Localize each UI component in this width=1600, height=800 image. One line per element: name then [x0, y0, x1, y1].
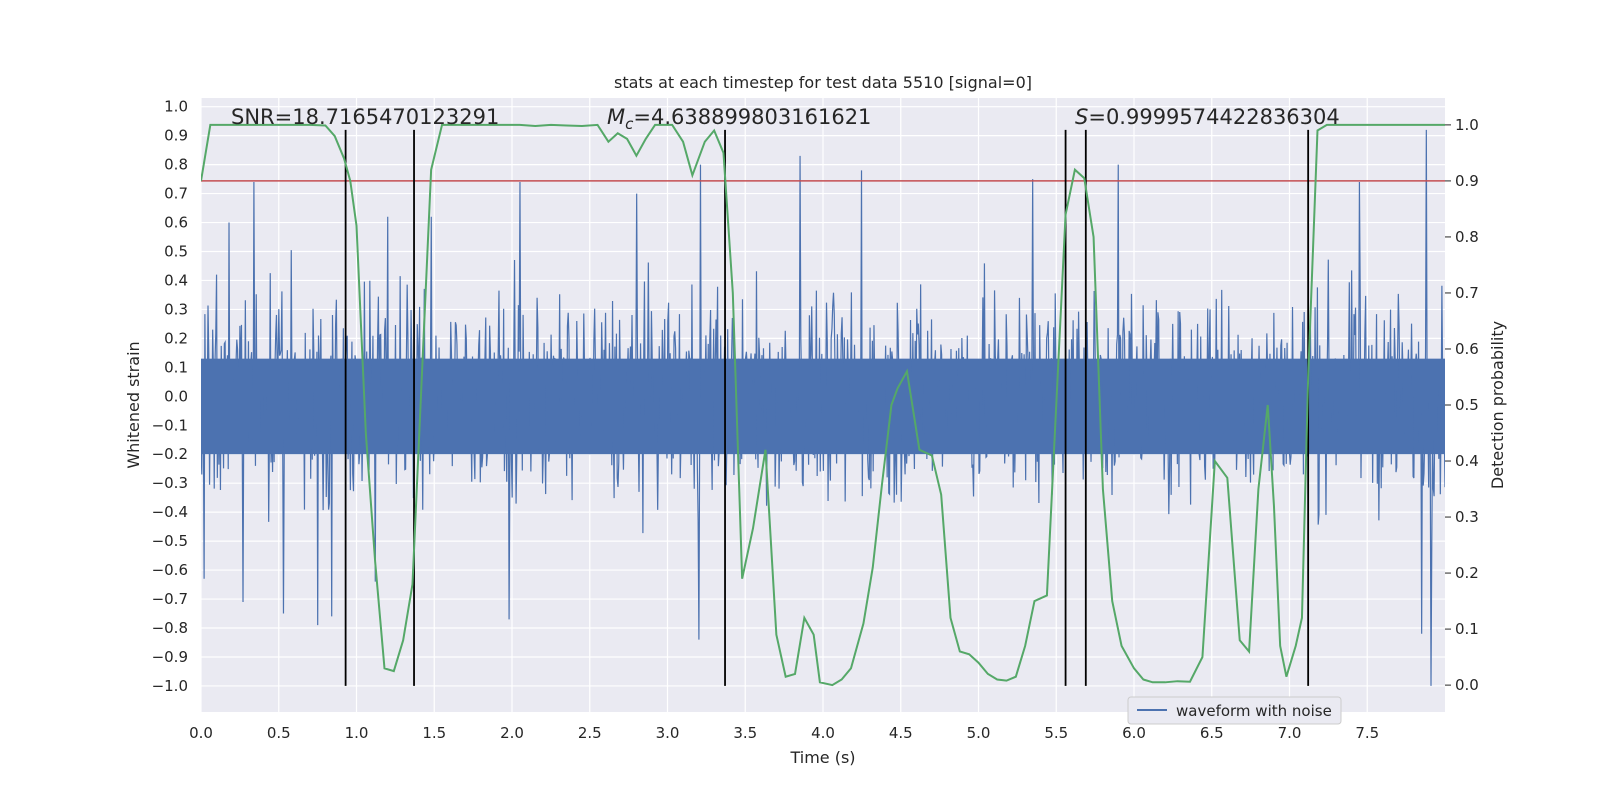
y2-tick-label: 0.4	[1455, 452, 1479, 470]
y-tick-label: −0.4	[152, 503, 188, 521]
probability-series	[201, 123, 1445, 687]
y-tick-label: 0.3	[164, 300, 188, 318]
y-tick-label: 0.1	[164, 358, 188, 376]
x-tick-label: 0.5	[267, 724, 291, 742]
x-tick-label: 0.0	[189, 724, 213, 742]
waveform-series	[201, 129, 1445, 686]
x-tick-label: 6.5	[1200, 724, 1224, 742]
y2-tick-label: 0.3	[1455, 508, 1479, 526]
chirp-mass-annotation: Mc=4.638899803161621	[607, 105, 871, 133]
y-tick-label: 0.4	[164, 271, 188, 289]
y-tick-label: 1.0	[164, 98, 188, 116]
probability-line	[201, 123, 1445, 687]
y-tick-label: −0.1	[152, 416, 188, 434]
chirp-mass-symbol: M	[607, 105, 625, 129]
chirp-mass-value: =4.638899803161621	[633, 105, 871, 129]
y-tick-label: 0.8	[164, 156, 188, 174]
y-tick-label: 0.6	[164, 214, 188, 232]
x-tick-label: 1.5	[422, 724, 446, 742]
y-tick-label: −0.9	[152, 648, 188, 666]
y2-tick-label: 0.8	[1455, 228, 1479, 246]
y2-tick-label: 1.0	[1455, 116, 1479, 134]
score-annotation: S=0.9999574422836304	[1075, 105, 1340, 129]
snr-annotation: SNR=18.7165470123291	[231, 105, 499, 129]
chart-title: stats at each timestep for test data 551…	[614, 73, 1032, 92]
x-tick-label: 4.0	[811, 724, 835, 742]
y-tick-label: 0.2	[164, 329, 188, 347]
x-tick-label: 2.5	[578, 724, 602, 742]
y-tick-label: 0.7	[164, 185, 188, 203]
y2-tick-label: 0.5	[1455, 396, 1479, 414]
y-axis-ticks: 1.0 0.9 0.8 0.7 0.6 0.5 0.4 0.3 0.2 0.1 0.0 −0.1 −0.…	[152, 98, 188, 695]
y-axis-label: Whitened strain	[124, 341, 143, 468]
y2-tick-label: 0.9	[1455, 172, 1479, 190]
y-tick-label: 0.5	[164, 243, 188, 261]
y-tick-label: −0.3	[152, 474, 188, 492]
y2-tick-label: 0.2	[1455, 564, 1479, 582]
legend-label: waveform with noise	[1176, 702, 1332, 720]
x-tick-label: 3.5	[733, 724, 757, 742]
chirp-mass-subscript: c	[625, 115, 634, 133]
x-tick-label: 6.0	[1122, 724, 1146, 742]
x-axis-label: Time (s)	[789, 748, 855, 767]
y2-tick-label: 0.1	[1455, 620, 1479, 638]
x-tick-label: 5.5	[1044, 724, 1068, 742]
y-tick-label: −0.5	[152, 532, 188, 550]
y-tick-label: −1.0	[152, 677, 188, 695]
y2-tick-label: 0.0	[1455, 676, 1479, 694]
score-symbol: S	[1075, 105, 1088, 129]
y-tick-label: −0.6	[152, 561, 188, 579]
x-tick-label: 1.0	[345, 724, 369, 742]
y2-axis-ticks: 1.0 0.9 0.8 0.7 0.6 0.5 0.4 0.3 0.2 0.1 0.0	[1445, 116, 1479, 694]
y2-axis-label: Detection probability	[1488, 321, 1507, 489]
y-tick-label: −0.2	[152, 445, 188, 463]
x-tick-label: 3.0	[656, 724, 680, 742]
x-tick-label: 5.0	[967, 724, 991, 742]
legend-box	[1127, 696, 1342, 725]
y-tick-label: −0.7	[152, 590, 188, 608]
y-tick-label: 0.9	[164, 127, 188, 145]
y-tick-label: −0.8	[152, 619, 188, 637]
x-tick-label: 4.5	[889, 724, 913, 742]
y-tick-label: 0.0	[164, 387, 188, 405]
x-tick-label: 7.5	[1355, 724, 1379, 742]
legend: waveform with noise	[1127, 696, 1342, 725]
waveform-line	[201, 129, 1445, 686]
x-tick-label: 7.0	[1278, 724, 1302, 742]
score-value: =0.9999574422836304	[1088, 105, 1339, 129]
y2-tick-label: 0.7	[1455, 284, 1479, 302]
x-axis-ticks: 0.0 0.5 1.0 1.5 2.0 2.5 3.0 3.5 4.0 4.5 5.0 5.5 6.0 6…	[189, 724, 1379, 742]
x-tick-label: 2.0	[500, 724, 524, 742]
y2-tick-label: 0.6	[1455, 340, 1479, 358]
